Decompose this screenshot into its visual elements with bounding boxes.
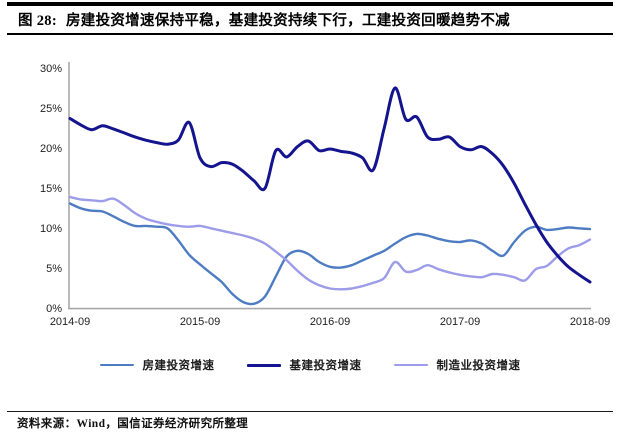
top-rule [7,2,613,6]
legend-item-zhizaoye: 制造业投资增速 [393,357,521,373]
legend-item-jijian: 基建投资增速 [246,357,362,373]
legend-label-jijian: 基建投资增速 [289,360,362,372]
jijian-line-swatch [246,363,281,367]
x-tick-2016-09: 2016-09 [310,316,350,328]
series-line-3 [68,195,592,291]
fangjian-line-swatch [99,363,134,367]
chart-legend: 房建投资增速 基建投资增速 制造业投资增速 [0,356,620,374]
x-tick-2018-09: 2018-09 [570,316,610,328]
x-tick-2015-09: 2015-09 [180,316,220,328]
title-underline-rule [7,33,613,35]
legend-label-zhizaoye: 制造业投资增速 [436,360,521,372]
y-tick-30: 30% [40,63,62,75]
y-tick-20: 20% [40,143,62,155]
y-tick-10: 10% [40,223,62,235]
series-lines-group [68,86,592,306]
figure-title-text: 房建投资增速保持平稳，基建投资持续下行，工建投资回暖趋势不减 [65,13,510,29]
legend-label-fangjian: 房建投资增速 [142,360,215,372]
y-tick-25: 25% [40,103,62,115]
footer-rule [7,411,613,413]
series-line-2 [68,86,592,284]
y-tick-15: 15% [40,183,62,195]
y-tick-0: 0% [46,303,62,315]
zhizaoye-line-swatch [393,363,428,367]
x-tick-2017-09: 2017-09 [440,316,480,328]
series-line-1 [68,202,592,306]
y-tick-5: 5% [46,263,62,275]
line-chart: 0% 5% 10% 15% 20% 25% 30% 2014-09 2015-0… [40,62,610,328]
figure-number-label: 图 28: [18,13,57,29]
x-tick-2014-09: 2014-09 [50,316,90,328]
legend-item-fangjian: 房建投资增速 [99,357,215,373]
figure-title-row: 图 28: 房建投资增速保持平稳，基建投资持续下行，工建投资回暖趋势不减 [18,9,608,30]
source-note: 资料来源：Wind，国信证券经济研究所整理 [17,418,249,430]
